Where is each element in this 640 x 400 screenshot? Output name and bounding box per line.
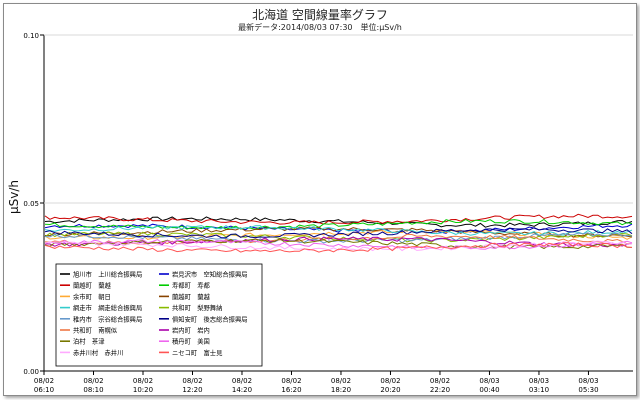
x-tick-label-time: 00:40	[479, 386, 499, 394]
legend-label: ニセコ町 富士見	[172, 348, 223, 357]
legend-box	[55, 263, 263, 367]
x-tick-label-time: 18:20	[331, 386, 351, 394]
x-tick-label-date: 08/03	[578, 377, 598, 385]
legend-label: 岩内町 岩内	[172, 326, 210, 335]
series-line	[44, 242, 633, 253]
y-tick-label: 0.00	[23, 368, 39, 376]
x-tick-label-date: 08/02	[331, 377, 351, 385]
y-tick-label: 0.05	[23, 200, 39, 208]
legend-label: 岩見沢市 空知総合振興局	[172, 270, 248, 279]
x-tick-label-date: 08/02	[281, 377, 301, 385]
chart-title: 北海道 空間線量率グラフ	[252, 8, 388, 22]
line-chart: 0.000.050.1008/0206:1008/0208:1008/0210:…	[23, 32, 633, 394]
series-line	[44, 239, 633, 250]
series-line	[44, 225, 633, 236]
legend-label: 寿都町 寿都	[172, 281, 210, 290]
y-tick-label: 0.10	[23, 32, 39, 40]
legend-label: 共和町 南幌似	[73, 326, 118, 335]
x-tick-label-date: 08/02	[232, 377, 252, 385]
legend-label: 旭川市 上川総合振興局	[73, 270, 142, 279]
x-tick-label-time: 16:20	[281, 386, 301, 394]
x-tick-label-time: 20:20	[380, 386, 400, 394]
series-line	[44, 226, 633, 238]
x-tick-label-time: 06:10	[34, 386, 54, 394]
x-tick-label-date: 08/02	[83, 377, 103, 385]
legend-label: 稚内市 宗谷総合振興局	[73, 314, 142, 323]
x-tick-label-time: 22:20	[430, 386, 450, 394]
series-line	[44, 236, 633, 248]
chart-subtitle: 最新データ:2014/08/03 07:30 単位:μSv/h	[238, 23, 402, 32]
x-tick-label-date: 08/02	[380, 377, 400, 385]
x-tick-label-date: 08/02	[34, 377, 54, 385]
series-line	[44, 216, 633, 228]
x-tick-label-time: 14:20	[232, 386, 252, 394]
series-line	[44, 227, 633, 239]
x-tick-label-time: 03:10	[529, 386, 549, 394]
x-tick-label-time: 08:10	[83, 386, 103, 394]
x-tick-label-date: 08/02	[430, 377, 450, 385]
legend-label: 積丹町 美国	[172, 337, 210, 346]
x-tick-label-date: 08/03	[529, 377, 549, 385]
legend-label: 網走市 網走総合振興局	[73, 303, 142, 312]
x-tick-label-date: 08/02	[182, 377, 202, 385]
legend-label: 泊村 茶津	[73, 337, 105, 346]
legend-label: 蘭越町 蘭越	[172, 292, 210, 301]
series-line	[44, 240, 633, 252]
series-line	[44, 213, 633, 225]
legend-label: 蘭越町 蘭越	[73, 281, 111, 290]
chart-frame: 北海道 空間線量率グラフ 最新データ:2014/08/03 07:30 単位:μ…	[3, 3, 637, 396]
x-tick-label-time: 12:20	[182, 386, 202, 394]
x-tick-label-time: 05:30	[578, 386, 598, 394]
legend-label: 余市町 朝日	[73, 292, 111, 301]
legend-label: 俱知安町 後志総合振興局	[172, 314, 248, 323]
legend-label: 共和町 梨野舞納	[172, 303, 222, 312]
x-tick-label-date: 08/02	[133, 377, 153, 385]
series-line	[44, 218, 633, 230]
x-tick-label-date: 08/03	[479, 377, 499, 385]
x-tick-label-time: 10:20	[133, 386, 153, 394]
legend-label: 赤井川村 赤井川	[73, 348, 123, 357]
